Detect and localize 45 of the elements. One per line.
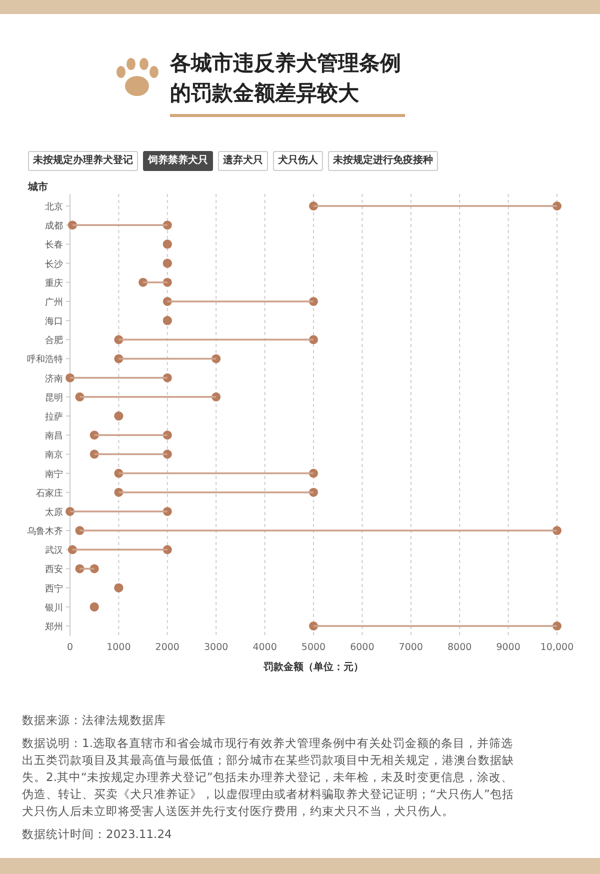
y-tick-label: 乌鲁木齐 bbox=[27, 526, 63, 538]
x-tick-label: 8000 bbox=[448, 642, 472, 653]
y-tick-label: 银川 bbox=[44, 602, 63, 614]
y-tick-label: 郑州 bbox=[45, 622, 63, 632]
x-tick-label: 6000 bbox=[350, 642, 374, 653]
y-tick-label: 西安 bbox=[45, 564, 63, 576]
y-tick-label: 太原 bbox=[45, 506, 63, 518]
y-tick-label: 北京 bbox=[45, 202, 63, 212]
y-tick-label: 呼和浩特 bbox=[27, 354, 63, 366]
y-tick-label: 成都 bbox=[45, 220, 63, 232]
y-axis-title: 城市 bbox=[27, 181, 48, 193]
text: 未按规定办理养犬登记 bbox=[28, 151, 138, 171]
x-tick-label: 7000 bbox=[398, 642, 423, 653]
y-tick-label: 长春 bbox=[45, 240, 63, 251]
y-tick-label: 拉萨 bbox=[45, 412, 63, 422]
y-tick-label: 重庆 bbox=[45, 278, 63, 289]
y-tick-label: 昆明 bbox=[45, 392, 63, 404]
y-tick-label: 南宁 bbox=[45, 468, 63, 480]
x-tick-label: 4000 bbox=[252, 642, 277, 653]
y-tick-label: 武汉 bbox=[45, 545, 63, 556]
x-tick-label: 10,000 bbox=[540, 642, 574, 653]
x-tick-label: 3000 bbox=[204, 642, 228, 653]
y-tick-label: 海口 bbox=[45, 316, 63, 328]
x-tick-label: 5000 bbox=[301, 642, 326, 653]
y-tick-label: 南昌 bbox=[45, 430, 63, 442]
x-tick-label: 9000 bbox=[496, 642, 520, 653]
y-tick-label: 西宁 bbox=[45, 583, 63, 594]
y-tick-label: 南京 bbox=[45, 450, 63, 461]
text: 遗弃犬只 bbox=[218, 151, 268, 171]
chart-title: 各城市违反养犬管理条例的罚款金额差异较大 bbox=[170, 50, 402, 107]
x-tick-label: 0 bbox=[66, 642, 74, 653]
x-tick-label: 1000 bbox=[106, 642, 131, 653]
text: 未按规定进行免疫接种 bbox=[328, 151, 438, 171]
x-axis-title: 罚款金额（单位：元） bbox=[262, 661, 364, 673]
y-tick-label: 长沙 bbox=[45, 258, 63, 270]
y-tick-label: 合肥 bbox=[45, 335, 63, 346]
text: 数据统计时间：2023.11.24 bbox=[22, 826, 173, 843]
x-tick-label: 2000 bbox=[155, 642, 180, 653]
text: 犬只伤人 bbox=[273, 151, 323, 171]
text: 数据说明：1.选取各直辖市和省会城市现行有效养犬管理条例中有关处罚金额的条目，并筛选出五类罚款项目及其最高值与最低值；部分城市在某些罚款项目中无相关规定，港澳台数据缺失。2.其中“未按规定办理养犬登记”包括未办理养犬登记，未年检，未及时变更信息，涂改、伪造、转让、买卖《犬只准养证》，以虚假理由或者材料骗取养犬登记证明；“犬只伤人”包括犬只伤人后未立即将受害人送医并先行支付医疗费用，约束犬只不当，犬只伤人。 bbox=[22, 735, 515, 820]
y-tick-label: 济南 bbox=[45, 373, 63, 384]
source-note: 数据来源：法律法规数据库 bbox=[22, 712, 167, 729]
y-tick-label: 广州 bbox=[45, 296, 63, 308]
text: 饲养禁养犬只 bbox=[143, 151, 213, 171]
y-tick-label: 石家庄 bbox=[36, 488, 63, 499]
